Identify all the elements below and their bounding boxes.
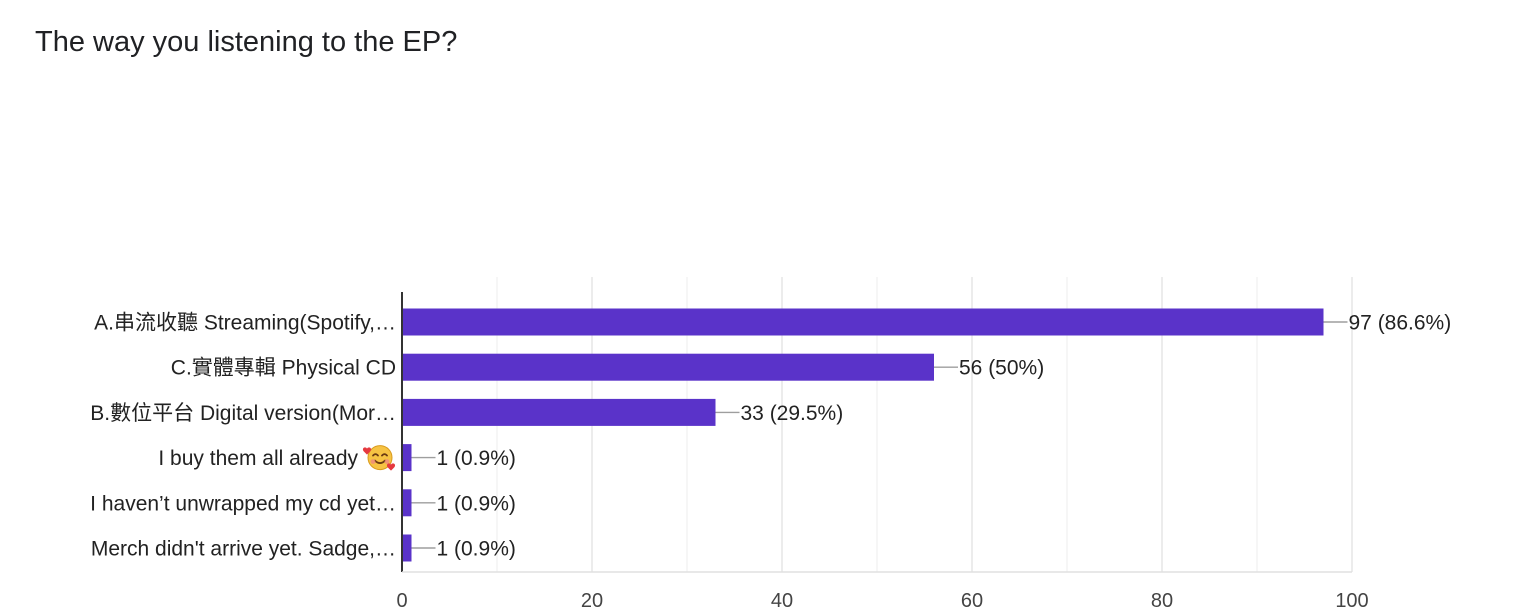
x-tick-label: 100 <box>1335 590 1368 611</box>
data-label: 1 (0.9%) <box>437 538 516 561</box>
bars-group <box>402 308 1324 562</box>
data-label: 97 (86.6%) <box>1349 312 1452 335</box>
bar <box>402 353 934 381</box>
x-tick-label: 0 <box>396 590 407 611</box>
category-label: C.實體專輯 Physical CD <box>171 357 396 380</box>
data-label: 56 (50%) <box>959 357 1044 380</box>
smiling-face-with-hearts-icon <box>362 445 396 471</box>
value-labels: 97 (86.6%) 56 (50%) 33 (29.5%) 1 (0.9%) 1 (0… <box>437 312 1452 561</box>
category-label: I haven’t unwrapped my cd yet… <box>90 492 396 515</box>
category-label: A.串流收聽 Streaming(Spotify,… <box>94 312 396 335</box>
category-label: Merch didn't arrive yet. Sadge,… <box>91 538 396 561</box>
data-label: 1 (0.9%) <box>437 447 516 470</box>
bar <box>402 398 716 426</box>
category-label: B.數位平台 Digital version(Mor… <box>90 402 396 425</box>
chart-title: The way you listening to the EP? <box>35 26 458 58</box>
x-tick-label: 60 <box>961 590 983 611</box>
bar <box>402 489 412 517</box>
bar <box>402 534 412 562</box>
data-label: 33 (29.5%) <box>741 402 844 425</box>
x-tick-label: 40 <box>771 590 793 611</box>
bar <box>402 444 412 472</box>
data-label: 1 (0.9%) <box>437 492 516 515</box>
bar <box>402 308 1324 336</box>
category-labels: A.串流收聽 Streaming(Spotify,… C.實體專輯 Physica… <box>90 312 396 561</box>
category-label: I buy them all already <box>158 447 358 470</box>
x-tick-label: 80 <box>1151 590 1173 611</box>
value-connectors <box>411 321 1348 549</box>
x-tick-label: 20 <box>581 590 603 611</box>
x-axis-ticks: 0 20 40 60 80 100 <box>396 590 1368 611</box>
